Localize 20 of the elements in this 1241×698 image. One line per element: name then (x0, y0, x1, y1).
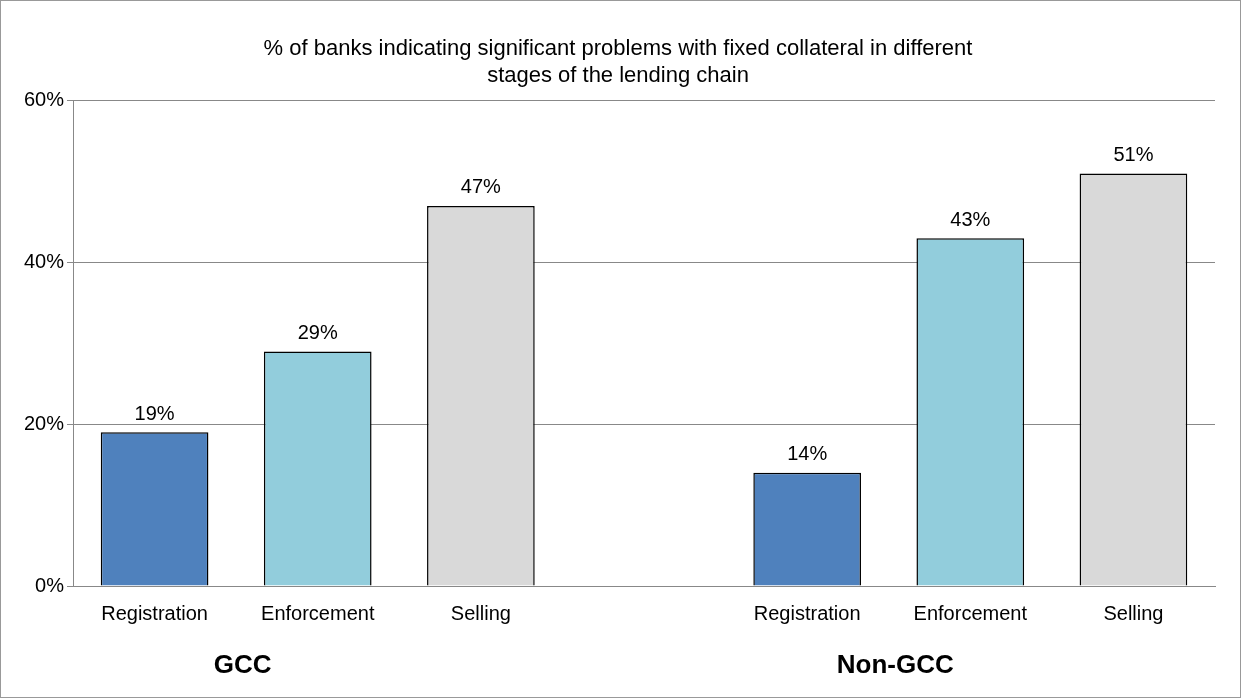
data-label: 14% (787, 442, 828, 465)
text: GCC (213, 649, 272, 680)
x-tick-label: Selling (450, 601, 511, 624)
x-tick-label: Enforcement (261, 601, 375, 624)
x-tick-label: Registration (101, 601, 208, 624)
y-tick-label: 20% (24, 411, 65, 434)
data-label: 19% (134, 401, 175, 424)
text: % of banks indicating significant problems with fixed collateral in different (263, 35, 973, 61)
y-tick-label: 60% (24, 88, 65, 111)
data-label: 47% (460, 175, 502, 198)
y-tick-label: 40% (24, 250, 65, 273)
data-label: 51% (1113, 143, 1154, 166)
x-tick-label: Registration (753, 601, 861, 624)
data-label: 29% (297, 321, 338, 343)
text: stages of the lending chain (487, 61, 749, 87)
x-tick-label: Enforcement (913, 601, 1028, 624)
text: Non-GCC (836, 649, 954, 680)
x-tick-label: Selling (1103, 601, 1164, 624)
y-tick-label: 0% (35, 573, 65, 596)
data-label: 43% (950, 207, 991, 230)
